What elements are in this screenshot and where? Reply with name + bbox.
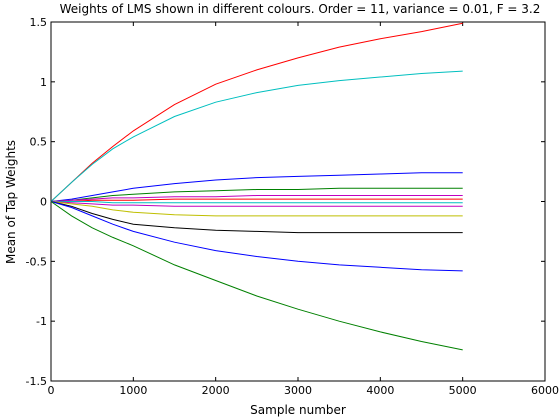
x-axis-label: Sample number xyxy=(250,403,346,417)
y-tick-label: 1.5 xyxy=(30,16,48,29)
x-tick-label: 1000 xyxy=(119,384,147,397)
y-tick-label: 0 xyxy=(40,196,47,209)
x-tick-label: 4000 xyxy=(366,384,394,397)
series-layer xyxy=(50,22,463,351)
chart-title: Weights of LMS shown in different colour… xyxy=(60,2,541,16)
plot-area xyxy=(50,21,546,382)
x-tick-label: 0 xyxy=(48,384,55,397)
y-tick-label: -1 xyxy=(36,315,47,328)
ticks-layer: 0 1000 2000 3000 4000 5000 6000 -1.5 -1 -0.5 0 0.5 1… xyxy=(26,16,559,397)
series-line-3 xyxy=(50,172,463,202)
series-line-6 xyxy=(51,198,463,202)
series-line-8 xyxy=(50,201,463,207)
series-line-9 xyxy=(50,201,463,217)
x-tick-label: 5000 xyxy=(449,384,477,397)
x-tick-label: 3000 xyxy=(284,384,312,397)
series-line-10 xyxy=(50,201,463,234)
series-line-5 xyxy=(50,195,463,202)
x-tick-label: 6000 xyxy=(531,384,559,397)
series-line-7 xyxy=(51,201,463,204)
y-tick-label: 0.5 xyxy=(30,136,48,149)
series-line-12 xyxy=(50,201,463,351)
x-tick-label: 2000 xyxy=(202,384,230,397)
y-tick-label: -0.5 xyxy=(26,255,47,268)
series-line-11 xyxy=(50,201,463,272)
series-line-1 xyxy=(50,22,463,202)
y-tick-label: 1 xyxy=(40,76,47,89)
series-line-2 xyxy=(50,70,463,202)
y-tick-label: -1.5 xyxy=(26,375,47,388)
series-line-4 xyxy=(50,187,463,202)
y-axis-label: Mean of Tap Weights xyxy=(4,140,18,264)
